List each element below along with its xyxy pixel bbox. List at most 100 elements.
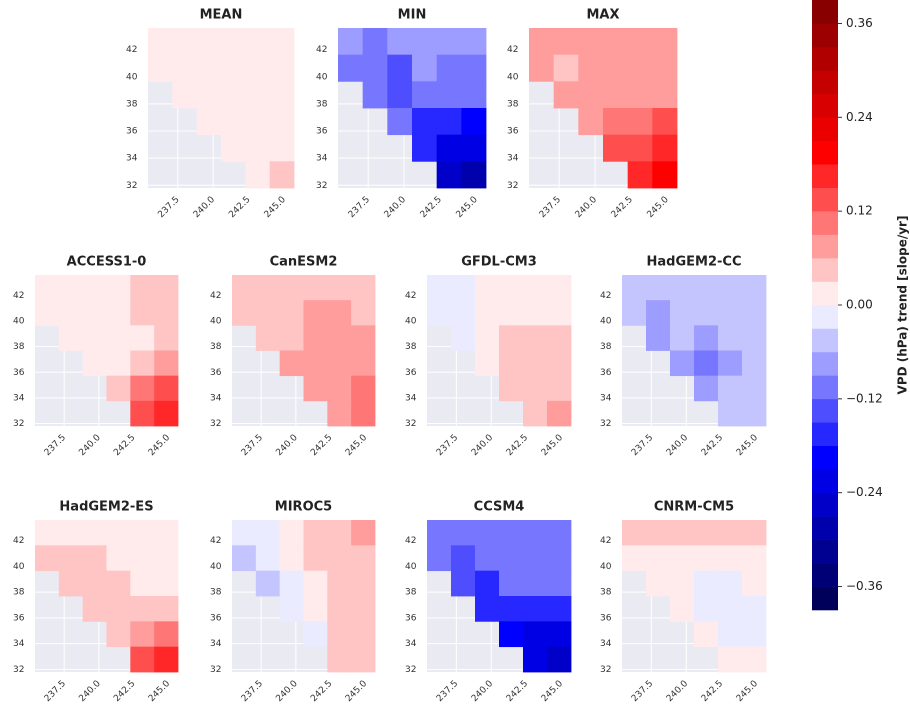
map-cell xyxy=(603,108,628,135)
x-tick-label: 245.0 xyxy=(147,433,172,458)
map-cell xyxy=(622,275,646,301)
y-tick-label: 38 xyxy=(316,99,328,109)
map-cell xyxy=(529,55,554,82)
map-cell xyxy=(130,621,154,647)
map-cell xyxy=(499,621,523,647)
map-cell xyxy=(523,520,547,546)
map-cell xyxy=(652,161,677,188)
x-tick-label: 237.5 xyxy=(156,195,181,220)
map-cell xyxy=(694,520,718,546)
y-tick-label: 40 xyxy=(210,562,222,572)
map-cell xyxy=(270,135,295,162)
map-cell xyxy=(154,300,178,326)
map-cell xyxy=(130,325,154,351)
map-cell xyxy=(83,545,107,571)
map-cell xyxy=(338,28,363,55)
colorbar-level xyxy=(812,328,838,352)
map-cell xyxy=(154,571,178,597)
map-cell xyxy=(646,300,670,326)
map-cell xyxy=(256,325,280,351)
map-cell xyxy=(461,161,486,188)
x-tick-label: 240.0 xyxy=(274,679,299,704)
map-cell xyxy=(742,621,766,647)
map-cell xyxy=(523,376,547,402)
x-tick-label: 242.5 xyxy=(309,433,334,458)
map-cell xyxy=(646,545,670,571)
map-cell xyxy=(83,275,107,301)
map-cell xyxy=(547,275,571,301)
colorbar-level xyxy=(812,422,838,446)
colorbar-label: VPD (hPa) trend [slope/yr] xyxy=(896,216,910,395)
map-cell xyxy=(387,108,412,135)
colorbar-level xyxy=(812,117,838,141)
map-cell xyxy=(256,545,280,571)
map-cell xyxy=(523,596,547,622)
colorbar-level xyxy=(812,352,838,376)
colorbar-level xyxy=(812,0,838,24)
colorbar-tick-label: 0.36 xyxy=(846,16,873,30)
y-tick-label: 32 xyxy=(13,419,24,429)
map-cell xyxy=(107,571,131,597)
map-cell xyxy=(245,28,270,55)
colorbar-level xyxy=(812,258,838,282)
y-tick-label: 42 xyxy=(316,45,327,55)
y-tick-label: 42 xyxy=(405,536,416,546)
map-cell xyxy=(280,300,304,326)
map-cell xyxy=(130,401,154,427)
map-cell xyxy=(351,596,375,622)
map-cell xyxy=(670,520,694,546)
x-tick-label: 245.0 xyxy=(540,433,565,458)
map-cell xyxy=(107,596,131,622)
map-cell xyxy=(197,108,222,135)
map-cell xyxy=(437,161,462,188)
map-cell xyxy=(304,275,328,301)
map-cell xyxy=(523,275,547,301)
y-tick-label: 32 xyxy=(316,181,327,191)
y-tick-label: 32 xyxy=(126,181,137,191)
colorbar-level xyxy=(812,94,838,118)
map-cell xyxy=(59,545,83,571)
map-cell xyxy=(499,275,523,301)
colorbar-level xyxy=(812,211,838,235)
map-cell xyxy=(172,81,197,108)
map-cell xyxy=(437,28,462,55)
x-tick-label: 237.5 xyxy=(347,195,372,220)
map-cell xyxy=(363,55,388,82)
map-cell xyxy=(154,520,178,546)
map-cell xyxy=(578,81,603,108)
map-cell xyxy=(475,520,499,546)
map-cell xyxy=(280,520,304,546)
map-cell xyxy=(327,401,351,427)
map-cell xyxy=(59,571,83,597)
x-tick-label: 245.0 xyxy=(263,195,288,220)
map-cell xyxy=(718,596,742,622)
map-cell xyxy=(451,520,475,546)
colorbar-level xyxy=(812,540,838,564)
x-tick-label: 242.5 xyxy=(309,679,334,704)
map-cell xyxy=(270,81,295,108)
map-cell xyxy=(461,135,486,162)
map-cell xyxy=(83,300,107,326)
x-tick-label: 242.5 xyxy=(505,679,530,704)
y-tick-label: 36 xyxy=(600,368,612,378)
map-cell xyxy=(154,647,178,673)
map-cell xyxy=(603,28,628,55)
map-cell xyxy=(130,351,154,377)
x-tick-label: 245.0 xyxy=(646,195,671,220)
map-cell xyxy=(245,135,270,162)
map-cell xyxy=(130,376,154,402)
map-cell xyxy=(197,55,222,82)
map-cell xyxy=(154,401,178,427)
map-cell xyxy=(327,596,351,622)
panel-title: CCSM4 xyxy=(474,500,525,515)
x-tick-label: 240.0 xyxy=(274,433,299,458)
map-cell xyxy=(547,571,571,597)
y-tick-label: 38 xyxy=(126,99,138,109)
map-cell xyxy=(338,55,363,82)
map-cell xyxy=(172,55,197,82)
map-cell xyxy=(547,300,571,326)
colorbar-level xyxy=(812,493,838,517)
map-cell xyxy=(461,28,486,55)
y-tick-label: 38 xyxy=(405,588,417,598)
map-cell xyxy=(622,300,646,326)
